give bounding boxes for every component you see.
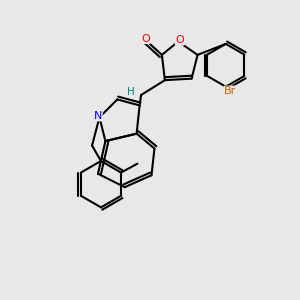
Text: O: O bbox=[141, 34, 150, 44]
Text: H: H bbox=[127, 87, 135, 97]
Text: O: O bbox=[175, 35, 184, 45]
Text: Br: Br bbox=[224, 86, 236, 96]
Text: N: N bbox=[94, 111, 102, 121]
